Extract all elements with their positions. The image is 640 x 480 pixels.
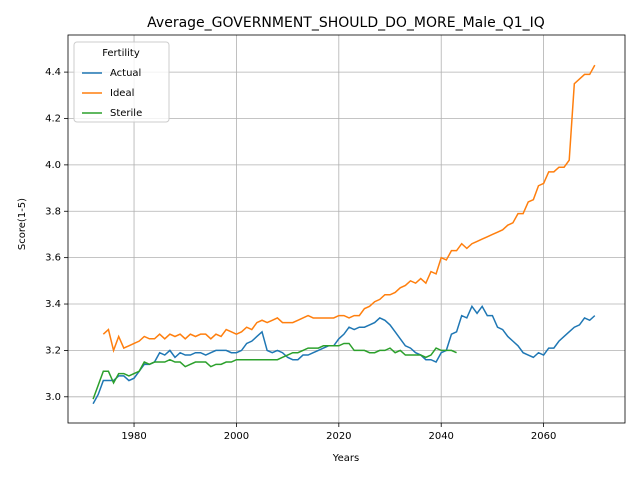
legend-label: Sterile (110, 108, 142, 119)
y-tick-label: 4.0 (45, 160, 61, 171)
x-tick-label: 2020 (326, 431, 351, 442)
y-axis-label: Score(1-5) (17, 198, 28, 250)
y-tick-label: 3.0 (45, 392, 61, 403)
line (92, 304, 596, 405)
y-tick-label: 3.6 (45, 253, 61, 264)
chart-title: Average_GOVERNMENT_SHOULD_DO_MORE_Male_Q… (147, 15, 545, 31)
y-tick-label: 4.2 (45, 113, 61, 124)
x-tick-label: 1980 (121, 431, 146, 442)
x-tick-label: 2060 (531, 431, 556, 442)
y-tick-label: 3.2 (45, 345, 61, 356)
plot-frame (67, 34, 626, 424)
legend-box (73, 41, 170, 123)
y-tick-label: 3.8 (45, 206, 61, 217)
legend-label: Ideal (110, 88, 134, 99)
legend-title: Fertility (102, 48, 140, 59)
y-tick-label: 3.4 (45, 299, 61, 310)
line (92, 342, 457, 400)
y-tick-label: 4.4 (45, 67, 61, 78)
x-axis-label: Years (332, 453, 359, 464)
legend-label: Actual (110, 68, 141, 79)
line (102, 64, 596, 353)
x-tick-label: 2000 (224, 431, 249, 442)
x-tick-label: 2040 (428, 431, 453, 442)
